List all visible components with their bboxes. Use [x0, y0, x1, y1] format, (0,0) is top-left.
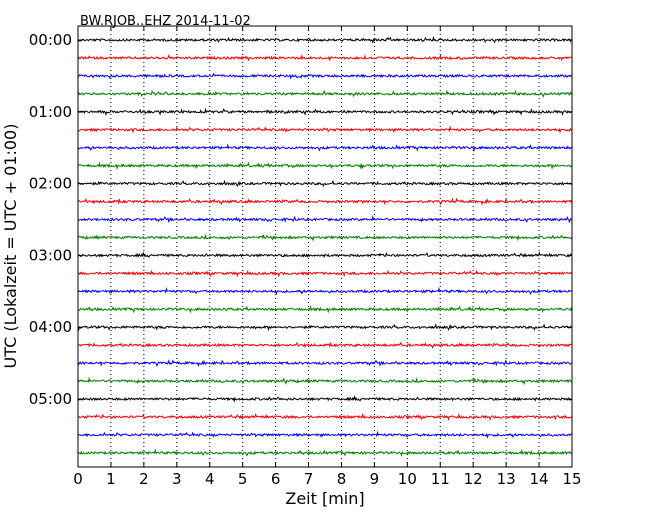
trace-line: [77, 305, 573, 314]
trace-line: [77, 341, 573, 349]
trace-line: [77, 430, 573, 439]
trace-line: [77, 359, 573, 368]
trace-line: [77, 233, 573, 242]
trace-line: [77, 89, 573, 98]
trace-line: [77, 215, 573, 224]
x-axis-label: Zeit [min]: [285, 489, 364, 508]
x-tick-label: 7: [304, 470, 314, 488]
x-axis-ticks: 0 1 2 3 4 5 6 7 8 9 10 11 12 13 14 15: [73, 26, 582, 488]
trace-line: [77, 143, 573, 152]
y-axis-label: UTC (Lokalzeit = UTC + 01:00): [1, 124, 20, 369]
x-tick-label: 12: [464, 470, 483, 488]
x-tick-label: 2: [139, 470, 149, 488]
trace-line: [77, 323, 573, 332]
trace-line: [77, 197, 573, 206]
x-tick-label: 1: [106, 470, 116, 488]
chart-title: BW.RJOB..EHZ 2014-11-02: [80, 14, 251, 29]
x-tick-label: 15: [562, 470, 581, 488]
trace-line: [77, 35, 573, 44]
grid-lines: [110, 26, 540, 467]
trace-line: [77, 53, 573, 62]
trace-line: [77, 448, 573, 458]
x-tick-label: 14: [530, 470, 549, 488]
x-tick-label: 11: [431, 470, 450, 488]
trace-line: [77, 251, 573, 259]
x-tick-label: 8: [337, 470, 347, 488]
x-tick-label: 6: [271, 470, 281, 488]
trace-line: [77, 107, 573, 116]
x-tick-label: 10: [398, 470, 417, 488]
x-tick-label: 9: [370, 470, 380, 488]
y-tick-label: 02:00: [29, 175, 72, 193]
trace-line: [77, 125, 573, 134]
trace-line: [77, 286, 573, 296]
trace-line: [77, 269, 573, 278]
x-tick-label: 4: [205, 470, 215, 488]
plot-frame: [77, 25, 573, 468]
trace-line: [77, 376, 573, 386]
trace-line: [77, 179, 573, 188]
x-tick-label: 3: [172, 470, 182, 488]
trace-line: [77, 394, 573, 403]
trace-line: [77, 412, 573, 422]
y-tick-label: 05:00: [29, 390, 72, 408]
x-tick-label: 0: [73, 470, 83, 488]
y-tick-label: 03:00: [29, 246, 72, 264]
seismogram-traces: [77, 35, 573, 458]
y-axis-ticks: 00:00 01:00 02:00 03:00 04:00 05:00: [29, 31, 572, 408]
y-tick-label: 04:00: [29, 318, 72, 336]
trace-line: [77, 161, 573, 171]
trace-line: [77, 72, 573, 80]
y-tick-label: 00:00: [29, 31, 72, 49]
y-tick-label: 01:00: [29, 103, 72, 121]
x-tick-label: 13: [497, 470, 516, 488]
x-tick-label: 5: [238, 470, 248, 488]
